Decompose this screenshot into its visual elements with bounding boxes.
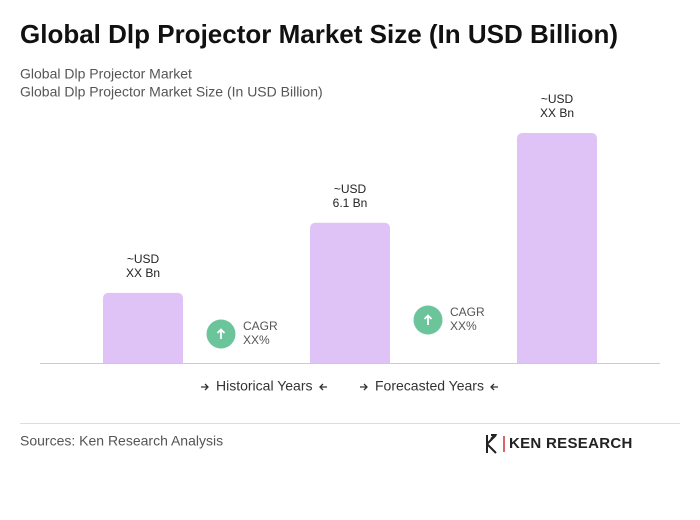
subtitle: Global Dlp Projector Market Size (In USD… — [20, 84, 323, 100]
cagr-label: CAGR — [243, 319, 278, 333]
value-label: XX Bn — [540, 106, 574, 120]
brand-name: KEN RESEARCH — [509, 435, 633, 452]
cagr-label: XX% — [243, 333, 270, 347]
bar — [310, 222, 390, 363]
legend-arrow — [319, 383, 327, 391]
bar — [517, 133, 597, 363]
brand-logo: KEN RESEARCH — [486, 434, 633, 454]
cagr-label: XX% — [450, 319, 477, 333]
chart-title: Global Dlp Projector Market Size (In USD… — [20, 19, 618, 49]
cagr-label: CAGR — [450, 305, 485, 319]
legend-label: Historical Years — [216, 378, 313, 394]
value-label: ~USD — [334, 182, 367, 196]
legend-arrow — [490, 383, 498, 391]
cagr-arrow — [216, 328, 226, 339]
legend-arrow — [201, 383, 209, 391]
value-label: ~USD — [541, 92, 574, 106]
bar — [103, 292, 183, 363]
subtitle: Global Dlp Projector Market — [20, 66, 192, 82]
legend: Historical Years Forecasted Years — [201, 378, 498, 394]
cagr-arrow — [423, 314, 433, 325]
legend-label: Forecasted Years — [375, 378, 484, 394]
logo-icon — [486, 434, 498, 454]
value-label: 6.1 Bn — [333, 196, 368, 210]
value-label: XX Bn — [126, 266, 160, 280]
source: Sources: Ken Research Analysis — [20, 433, 223, 449]
legend-arrow — [360, 383, 368, 391]
value-label: ~USD — [127, 252, 160, 266]
